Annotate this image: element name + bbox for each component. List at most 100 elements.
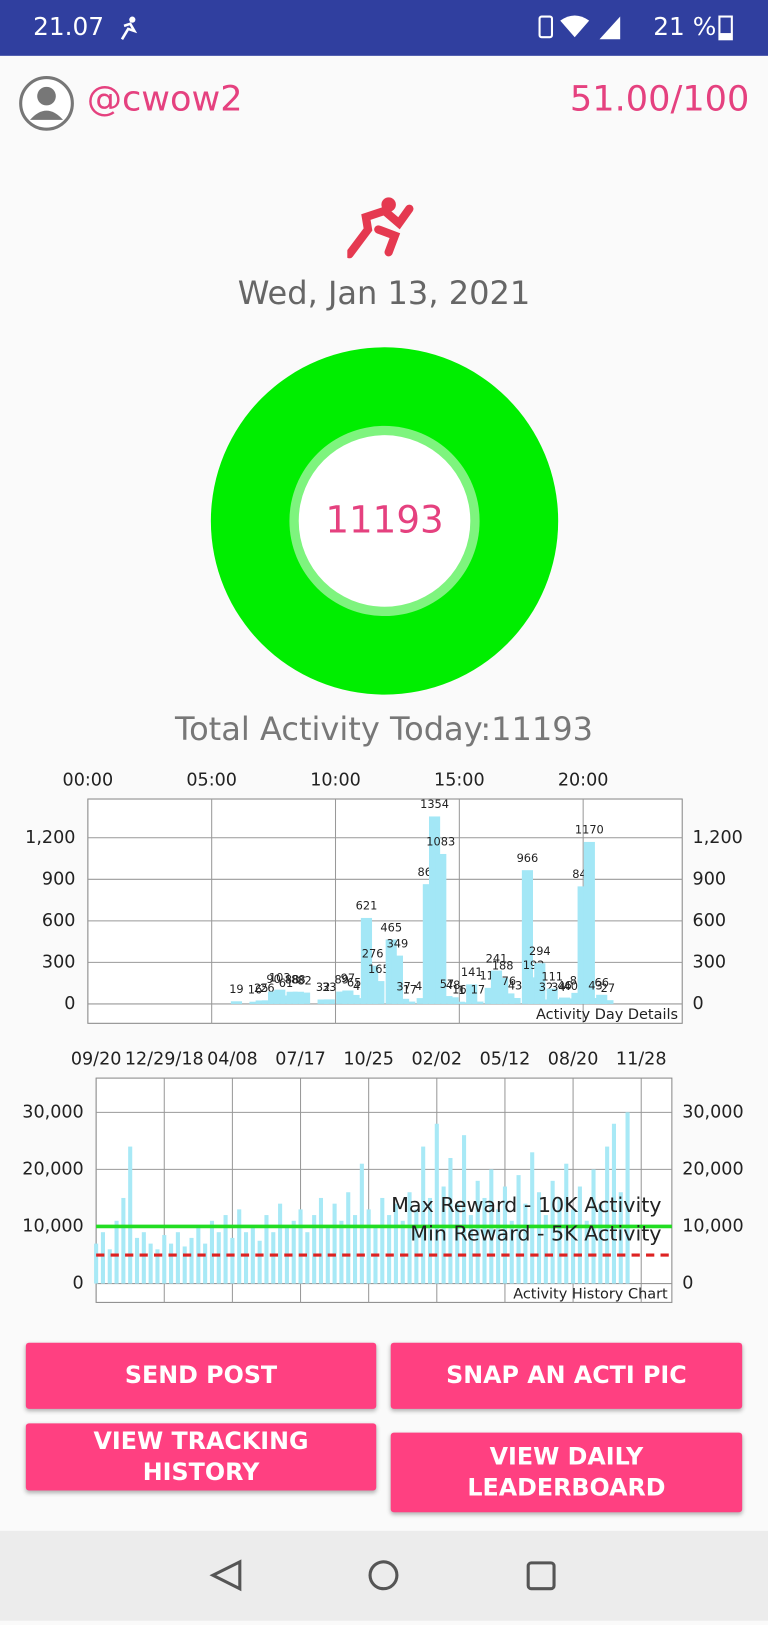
- bar: [428, 816, 441, 1004]
- data-label: 33: [322, 980, 336, 994]
- leaderboard-button[interactable]: VIEW DAILY LEADERBOARD: [390, 1432, 743, 1513]
- y-tick-label-right: 0: [682, 1274, 693, 1294]
- bar: [291, 1220, 296, 1284]
- bar: [577, 886, 589, 1004]
- y-tick-label-right: 300: [693, 952, 727, 972]
- bar: [203, 1243, 208, 1284]
- bar: [162, 1235, 167, 1284]
- data-label: 165: [368, 962, 390, 976]
- send-post-button[interactable]: SEND POST: [25, 1342, 377, 1409]
- nav-icons: [209, 1559, 556, 1592]
- tracking-history-button[interactable]: VIEW TRACKING HISTORY: [25, 1423, 377, 1491]
- data-label: 349: [387, 936, 409, 950]
- y-tick-label: 20,000: [22, 1159, 83, 1179]
- bar: [400, 1220, 405, 1284]
- data-label: 27: [601, 981, 615, 995]
- bar: [373, 981, 385, 1004]
- bar: [393, 1203, 398, 1284]
- bar: [404, 1001, 416, 1004]
- bar: [497, 977, 509, 1004]
- bar: [250, 1226, 255, 1284]
- activity-ring: 11193: [210, 347, 559, 695]
- y-tick-label-right: 30,000: [682, 1102, 743, 1122]
- bar: [342, 990, 354, 1004]
- date: Wed, Jan 13, 2021: [237, 274, 531, 313]
- data-label: 40: [564, 979, 578, 993]
- bar: [502, 1186, 507, 1284]
- data-label: 111: [541, 969, 563, 983]
- status-icons: [538, 15, 621, 40]
- bar: [577, 1186, 582, 1284]
- avatar[interactable]: [18, 74, 76, 132]
- battery-level: 21 %: [653, 12, 717, 42]
- back-button[interactable]: [209, 1559, 242, 1592]
- bar: [398, 998, 410, 1004]
- chart-caption: Activity History Chart: [513, 1286, 668, 1302]
- data-label: 57: [440, 977, 454, 991]
- bar: [134, 1237, 140, 1284]
- data-label: 276: [362, 946, 384, 960]
- data-label: 43: [588, 979, 602, 993]
- x-tick-label: 02/02: [411, 1049, 462, 1069]
- clock: 21.07: [33, 12, 105, 42]
- y-tick-label: 0: [64, 994, 75, 1014]
- bar: [121, 1197, 126, 1284]
- bar: [625, 1112, 630, 1284]
- bar: [243, 1232, 249, 1284]
- bar: [434, 1123, 439, 1284]
- bar: [237, 1209, 242, 1284]
- bar: [584, 1220, 589, 1284]
- data-label: 141: [461, 965, 483, 979]
- bar: [271, 1232, 276, 1284]
- y-tick-label-right: 0: [693, 994, 704, 1014]
- bar: [380, 1197, 385, 1284]
- data-label: 16: [248, 982, 262, 996]
- bar: [571, 992, 583, 1004]
- data-label: 76: [502, 974, 516, 988]
- bar: [352, 1215, 358, 1284]
- reference-label: Max Reward - 10K Activity: [391, 1193, 661, 1217]
- bar: [323, 999, 335, 1004]
- x-tick-label: 05:00: [186, 770, 237, 790]
- bar: [261, 1000, 273, 1004]
- bar: [298, 992, 311, 1004]
- bar: [462, 1135, 467, 1284]
- bar: [189, 1237, 194, 1284]
- data-label: 34: [551, 980, 565, 994]
- bar: [543, 1215, 548, 1284]
- bar: [312, 1215, 317, 1284]
- y-tick-label: 10,000: [22, 1216, 83, 1236]
- recents-button[interactable]: [526, 1561, 556, 1591]
- bar: [536, 1192, 542, 1284]
- data-label: 188: [492, 959, 514, 973]
- bar: [550, 1180, 555, 1284]
- data-label: 46: [557, 978, 571, 992]
- x-tick-label: 11/28: [616, 1049, 667, 1069]
- total-activity: Total Activity Today:11193: [174, 711, 594, 749]
- bar: [448, 1158, 453, 1284]
- y-tick-label: 0: [73, 1274, 84, 1294]
- ring-value: 11193: [325, 497, 443, 541]
- x-tick-label: 20:00: [558, 770, 609, 790]
- bar: [367, 965, 379, 1004]
- bar: [280, 995, 292, 1004]
- bar: [516, 1175, 521, 1284]
- data-label: 89: [334, 972, 348, 986]
- bar: [348, 994, 360, 1004]
- bar: [230, 1001, 243, 1004]
- home-button[interactable]: [368, 1560, 399, 1591]
- bar: [496, 1209, 501, 1284]
- bar: [141, 1232, 146, 1284]
- data-label: 465: [380, 920, 402, 934]
- bar: [359, 1163, 364, 1284]
- bar: [509, 997, 521, 1004]
- snap-pic-button[interactable]: SNAP AN ACTI PIC: [390, 1342, 743, 1409]
- data-label: 82: [297, 973, 311, 987]
- bar: [414, 1209, 419, 1284]
- data-label: 1354: [420, 797, 449, 811]
- bar: [305, 1232, 310, 1284]
- x-tick-label: 07/17: [275, 1049, 326, 1069]
- bar: [427, 1197, 433, 1284]
- bar: [216, 1232, 221, 1284]
- bar: [435, 853, 447, 1004]
